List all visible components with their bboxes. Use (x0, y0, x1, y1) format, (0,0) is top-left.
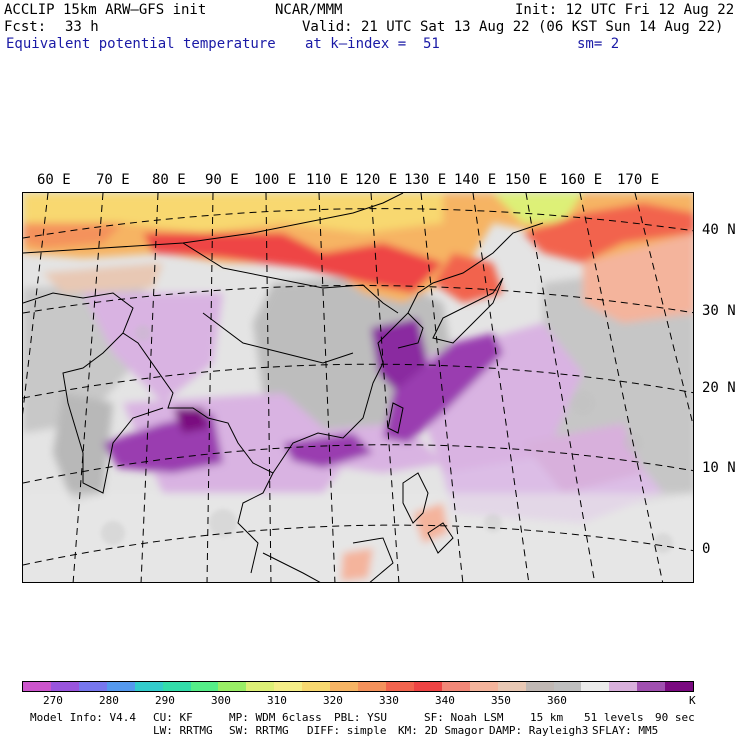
colorbar-tick-label: 290 (155, 694, 175, 707)
footer-item: DAMP: Rayleigh3 (489, 724, 589, 737)
lon-label: 130 E (404, 172, 447, 188)
colorbar-tick-label: 320 (323, 694, 343, 707)
colorbar-tick-label: 330 (379, 694, 399, 707)
level-label: at k–index = 51 (305, 36, 440, 52)
colorbar-tick-label: 340 (435, 694, 455, 707)
lon-label: 150 E (505, 172, 548, 188)
colorbar-segment (106, 682, 135, 691)
colorbar-segment (553, 682, 582, 691)
lon-label: 110 E (306, 172, 349, 188)
colorbar-unit: K (689, 694, 696, 707)
colorbar-segment (581, 682, 610, 691)
colorbar-segment (50, 682, 79, 691)
lat-label: 10 N (702, 460, 736, 476)
colorbar-segment (190, 682, 219, 691)
colorbar-segment (497, 682, 526, 691)
colorbar-segment (469, 682, 498, 691)
colorbar-segment (78, 682, 107, 691)
colorbar-tick-label: 350 (491, 694, 511, 707)
footer-item: LW: RRTMG (153, 724, 213, 737)
colorbar-segment (413, 682, 442, 691)
footer-item: SW: RRTMG (229, 724, 289, 737)
model-title: ACCLIP 15km ARW–GFS init (4, 2, 207, 18)
lon-label: 60 E (37, 172, 71, 188)
colorbar-segment (665, 682, 694, 691)
colorbar-segment (358, 682, 386, 691)
colorbar-tick-label: 360 (547, 694, 567, 707)
colorbar-segment (246, 682, 275, 691)
lat-label: 40 N (702, 222, 736, 238)
colorbar-tick-label: 300 (211, 694, 231, 707)
colorbar-segment (441, 682, 470, 691)
colorbar-segment (385, 682, 414, 691)
footer-item: MP: WDM 6class (229, 711, 322, 724)
colorbar-segment (23, 682, 51, 691)
lat-label: 0 (702, 541, 711, 557)
lon-label: 120 E (355, 172, 398, 188)
map-field-svg (23, 193, 693, 582)
lat-lon-grid (23, 193, 693, 582)
footer-item: Model Info: V4.4 (30, 711, 136, 724)
lon-label: 80 E (152, 172, 186, 188)
lon-label: 70 E (96, 172, 130, 188)
footer-item: CU: KF (153, 711, 193, 724)
footer-item: 15 km (530, 711, 564, 724)
lat-label: 30 N (702, 303, 736, 319)
footer-item: SF: Noah LSM (424, 711, 504, 724)
footer-item: 51 levels (584, 711, 644, 724)
colorbar-tick-label: 310 (267, 694, 287, 707)
theta-e-map (22, 192, 694, 583)
colorbar-segment (330, 682, 359, 691)
footer-item: KM: 2D Smagor (398, 724, 485, 737)
colorbar-segment (274, 682, 303, 691)
colorbar-tick-label: 280 (99, 694, 119, 707)
footer-item: DIFF: simple (307, 724, 387, 737)
valid-time: Valid: 21 UTC Sat 13 Aug 22 (06 KST Sun … (302, 19, 724, 35)
lon-label: 90 E (205, 172, 239, 188)
colorbar-segment (637, 682, 666, 691)
forecast-hours: 33 h (65, 19, 99, 35)
colorbar-segment (218, 682, 247, 691)
lon-label: 140 E (454, 172, 497, 188)
field-shading (23, 193, 693, 582)
colorbar-segment (609, 682, 638, 691)
forecast-label: Fcst: (4, 19, 47, 35)
lon-label: 170 E (617, 172, 660, 188)
colorbar-segment (162, 682, 191, 691)
colorbar-segment (525, 682, 554, 691)
footer-item: 90 sec (655, 711, 695, 724)
field-name: Equivalent potential temperature (6, 36, 276, 52)
organization-label: NCAR/MMM (275, 2, 343, 18)
colorbar-tick-label: 270 (43, 694, 63, 707)
coastlines (23, 193, 544, 582)
lon-label: 100 E (254, 172, 297, 188)
smoothing-label: sm= 2 (577, 36, 620, 52)
colorbar (22, 681, 694, 692)
colorbar-segment (302, 682, 331, 691)
colorbar-segment (134, 682, 163, 691)
init-time: Init: 12 UTC Fri 12 Aug 22 (515, 2, 735, 18)
footer-item: SFLAY: MM5 (592, 724, 659, 737)
footer-item: PBL: YSU (334, 711, 387, 724)
lat-label: 20 N (702, 380, 736, 396)
lon-label: 160 E (560, 172, 603, 188)
